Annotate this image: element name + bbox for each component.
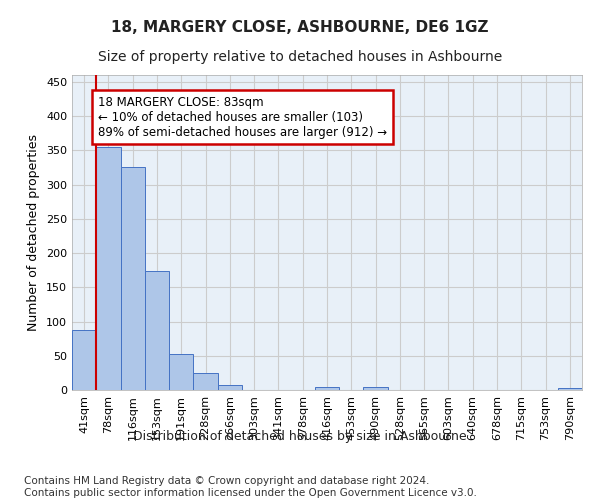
- Text: Size of property relative to detached houses in Ashbourne: Size of property relative to detached ho…: [98, 50, 502, 64]
- Bar: [72, 330, 96, 390]
- Bar: [364, 388, 388, 390]
- Text: Distribution of detached houses by size in Ashbourne: Distribution of detached houses by size …: [133, 430, 467, 443]
- Text: Contains HM Land Registry data © Crown copyright and database right 2024.
Contai: Contains HM Land Registry data © Crown c…: [24, 476, 477, 498]
- Bar: [96, 147, 121, 390]
- Text: 18, MARGERY CLOSE, ASHBOURNE, DE6 1GZ: 18, MARGERY CLOSE, ASHBOURNE, DE6 1GZ: [111, 20, 489, 35]
- Bar: [145, 271, 169, 390]
- Bar: [558, 388, 582, 390]
- Bar: [121, 168, 145, 390]
- Bar: [193, 373, 218, 390]
- Text: 18 MARGERY CLOSE: 83sqm
← 10% of detached houses are smaller (103)
89% of semi-d: 18 MARGERY CLOSE: 83sqm ← 10% of detache…: [97, 96, 386, 138]
- Y-axis label: Number of detached properties: Number of detached properties: [28, 134, 40, 331]
- Bar: [315, 388, 339, 390]
- Bar: [169, 354, 193, 390]
- Bar: [218, 385, 242, 390]
